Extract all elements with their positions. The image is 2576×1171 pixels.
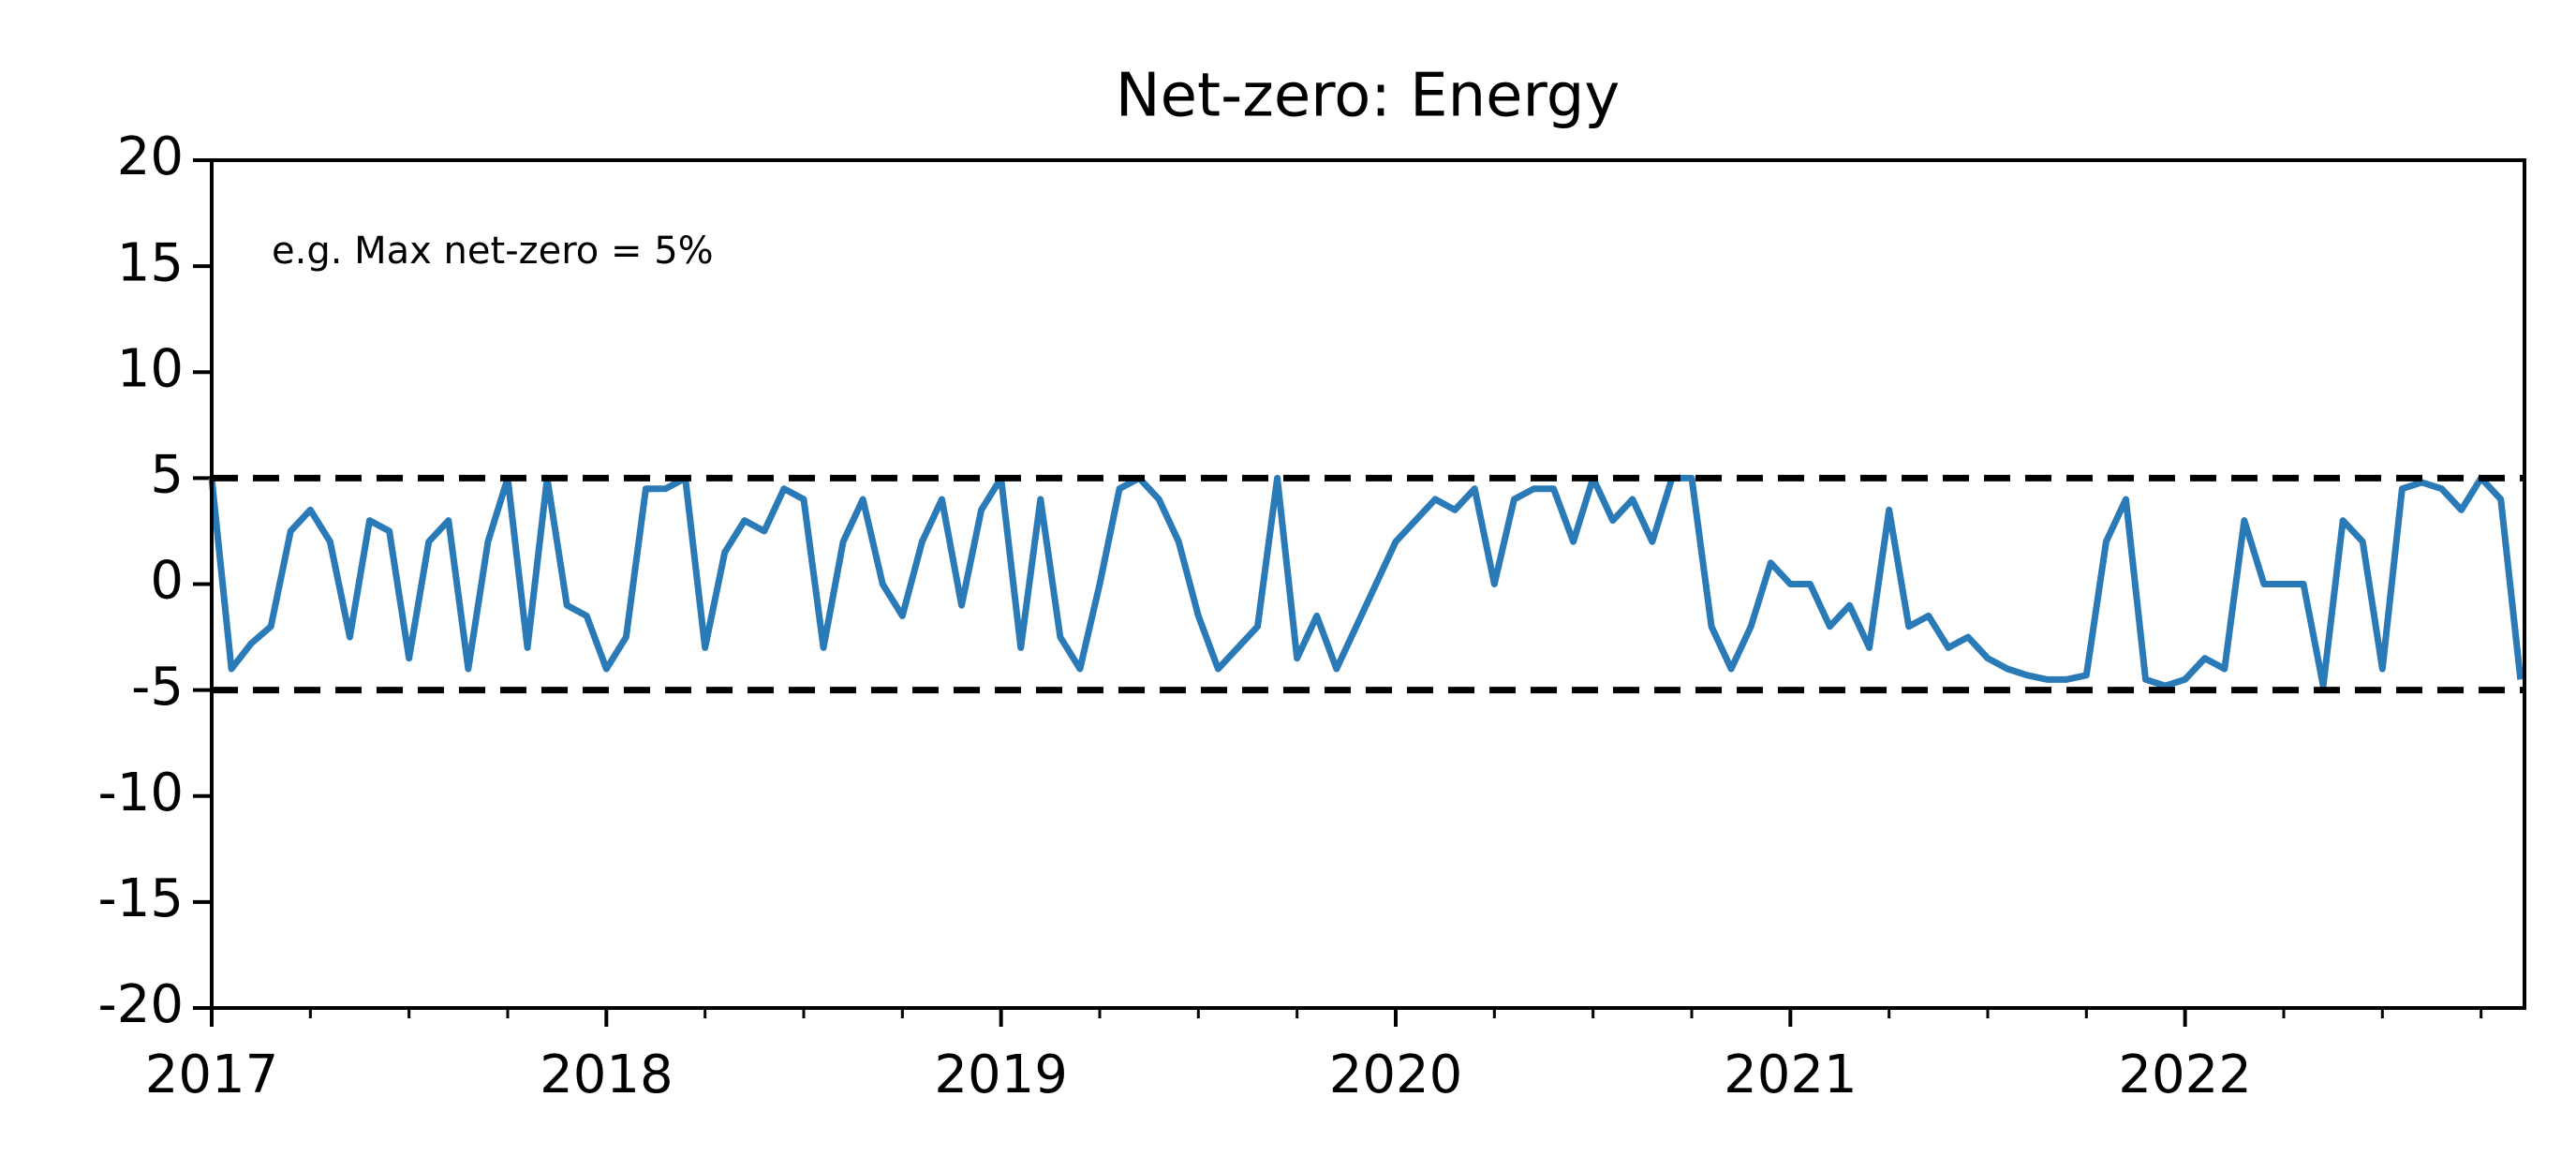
x-tick-label: 2018 — [540, 1045, 674, 1105]
chart-title: Net-zero: Energy — [1116, 62, 1620, 131]
x-tick-label: 2021 — [1724, 1045, 1858, 1105]
y-tick-label: -20 — [98, 974, 184, 1035]
y-tick-label: 5 — [150, 445, 184, 506]
y-tick-label: 10 — [117, 338, 184, 399]
y-tick-label: -10 — [98, 763, 184, 823]
x-tick-label: 2022 — [2118, 1045, 2252, 1105]
y-tick-label: -15 — [98, 868, 184, 929]
annotation: e.g. Max net-zero = 5% — [272, 230, 714, 273]
y-tick-label: 15 — [117, 232, 184, 293]
plot-frame — [210, 158, 2526, 1010]
x-tick-label: 2020 — [1329, 1045, 1463, 1105]
y-tick-label: 20 — [117, 126, 184, 187]
y-tick-label: -5 — [131, 657, 184, 718]
x-tick-label: 2017 — [145, 1045, 279, 1105]
y-tick-label: 0 — [150, 551, 184, 612]
data-line — [208, 474, 2524, 689]
x-tick-label: 2019 — [934, 1045, 1068, 1105]
